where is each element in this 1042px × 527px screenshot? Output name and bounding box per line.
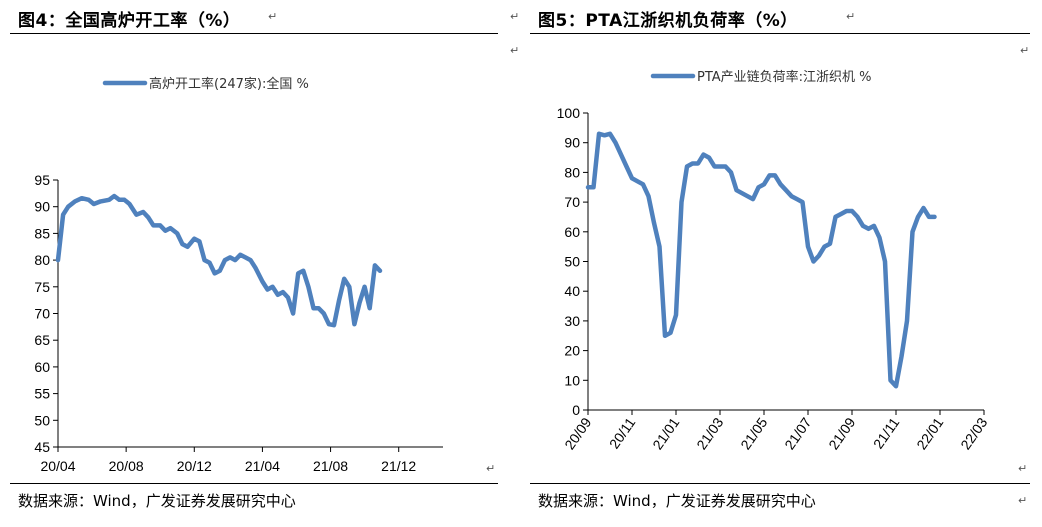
y-tick-label: 50 [564, 254, 580, 270]
x-tick-label: 20/08 [109, 458, 144, 474]
legend-label: PTA产业链负荷率:江浙织机 % [697, 69, 872, 85]
return-mark-icon: ↵ [846, 10, 856, 23]
left-line-chart: 45 50 55 60 65 70 75 80 85 90 95 20/04 20/08 20/12 21/… [34, 76, 443, 474]
y-tick-label: 90 [564, 135, 580, 151]
return-mark-icon: ↵ [1018, 494, 1028, 507]
right-chart-title: 图5：PTA江浙织机负荷率（%） [538, 11, 798, 31]
y-tick-label: 100 [557, 105, 581, 121]
x-tick-label: 21/12 [381, 458, 416, 474]
x-tick-label: 20/11 [606, 414, 639, 451]
y-tick-label: 95 [34, 172, 50, 188]
right-source: 数据来源：Wind，广发证券发展研究中心 [538, 492, 816, 510]
return-mark-icon: ↵ [510, 10, 520, 23]
return-mark-icon: ↵ [1020, 44, 1030, 57]
y-tick-label: 70 [34, 306, 50, 322]
y-tick-label: 70 [564, 194, 580, 210]
series-line [585, 131, 937, 389]
x-tick-label: 21/04 [245, 458, 280, 474]
y-tick-label: 60 [564, 224, 580, 240]
y-tick-label: 30 [564, 313, 580, 329]
y-tick-label: 65 [34, 332, 50, 348]
return-mark-icon: ↵ [268, 10, 278, 23]
return-mark-icon: ↵ [486, 462, 496, 475]
x-tick-label: 21/05 [737, 414, 770, 452]
y-tick-label: 20 [564, 343, 580, 359]
right-chart-panel: 图5：PTA江浙织机负荷率（%） ↵ ↵ ↵ ↵ 0 10 20 30 40 50 60 70… [510, 0, 1042, 527]
right-line-chart: 0 10 20 30 40 50 60 70 80 90 100 20/09 20/11 21/01 21/… [557, 69, 991, 452]
x-tick-label: 21/01 [649, 414, 682, 452]
left-source: 数据来源：Wind，广发证券发展研究中心 [18, 492, 296, 510]
x-tick-label: 21/09 [825, 414, 858, 452]
return-mark-icon: ↵ [1018, 462, 1028, 475]
left-chart-title: 图4：全国高炉开工率（%） [18, 11, 241, 31]
legend-label: 高炉开工率(247家):全国 % [149, 76, 309, 92]
y-tick-label: 40 [564, 283, 580, 299]
x-tick-label: 21/11 [870, 414, 903, 451]
top-rule [10, 33, 498, 34]
y-tick-label: 60 [34, 359, 50, 375]
left-chart-panel: 图4：全国高炉开工率（%） ↵ 45 50 55 60 65 70 75 80 85 90 95 20… [0, 0, 506, 527]
x-tick-label: 21/03 [693, 414, 726, 452]
series-line [55, 193, 383, 328]
x-tick-label: 20/04 [40, 458, 75, 474]
x-tick-label: 22/03 [957, 414, 990, 452]
y-tick-label: 80 [34, 252, 50, 268]
y-tick-label: 55 [34, 386, 50, 402]
top-rule [530, 33, 1030, 34]
y-tick-label: 50 [34, 412, 50, 428]
y-tick-label: 10 [564, 372, 580, 388]
x-tick-label: 21/07 [781, 414, 814, 452]
bottom-rule [10, 483, 498, 484]
x-tick-label: 22/01 [913, 414, 946, 452]
y-tick-label: 85 [34, 225, 50, 241]
x-tick-label: 20/09 [561, 414, 594, 452]
y-tick-label: 90 [34, 199, 50, 215]
x-tick-label: 21/08 [313, 458, 348, 474]
bottom-rule [530, 483, 1030, 484]
y-tick-label: 0 [572, 402, 580, 418]
return-mark-icon: ↵ [510, 44, 520, 57]
y-tick-label: 75 [34, 279, 50, 295]
y-tick-label: 45 [34, 439, 50, 455]
y-tick-label: 80 [564, 164, 580, 180]
x-tick-label: 20/12 [177, 458, 212, 474]
